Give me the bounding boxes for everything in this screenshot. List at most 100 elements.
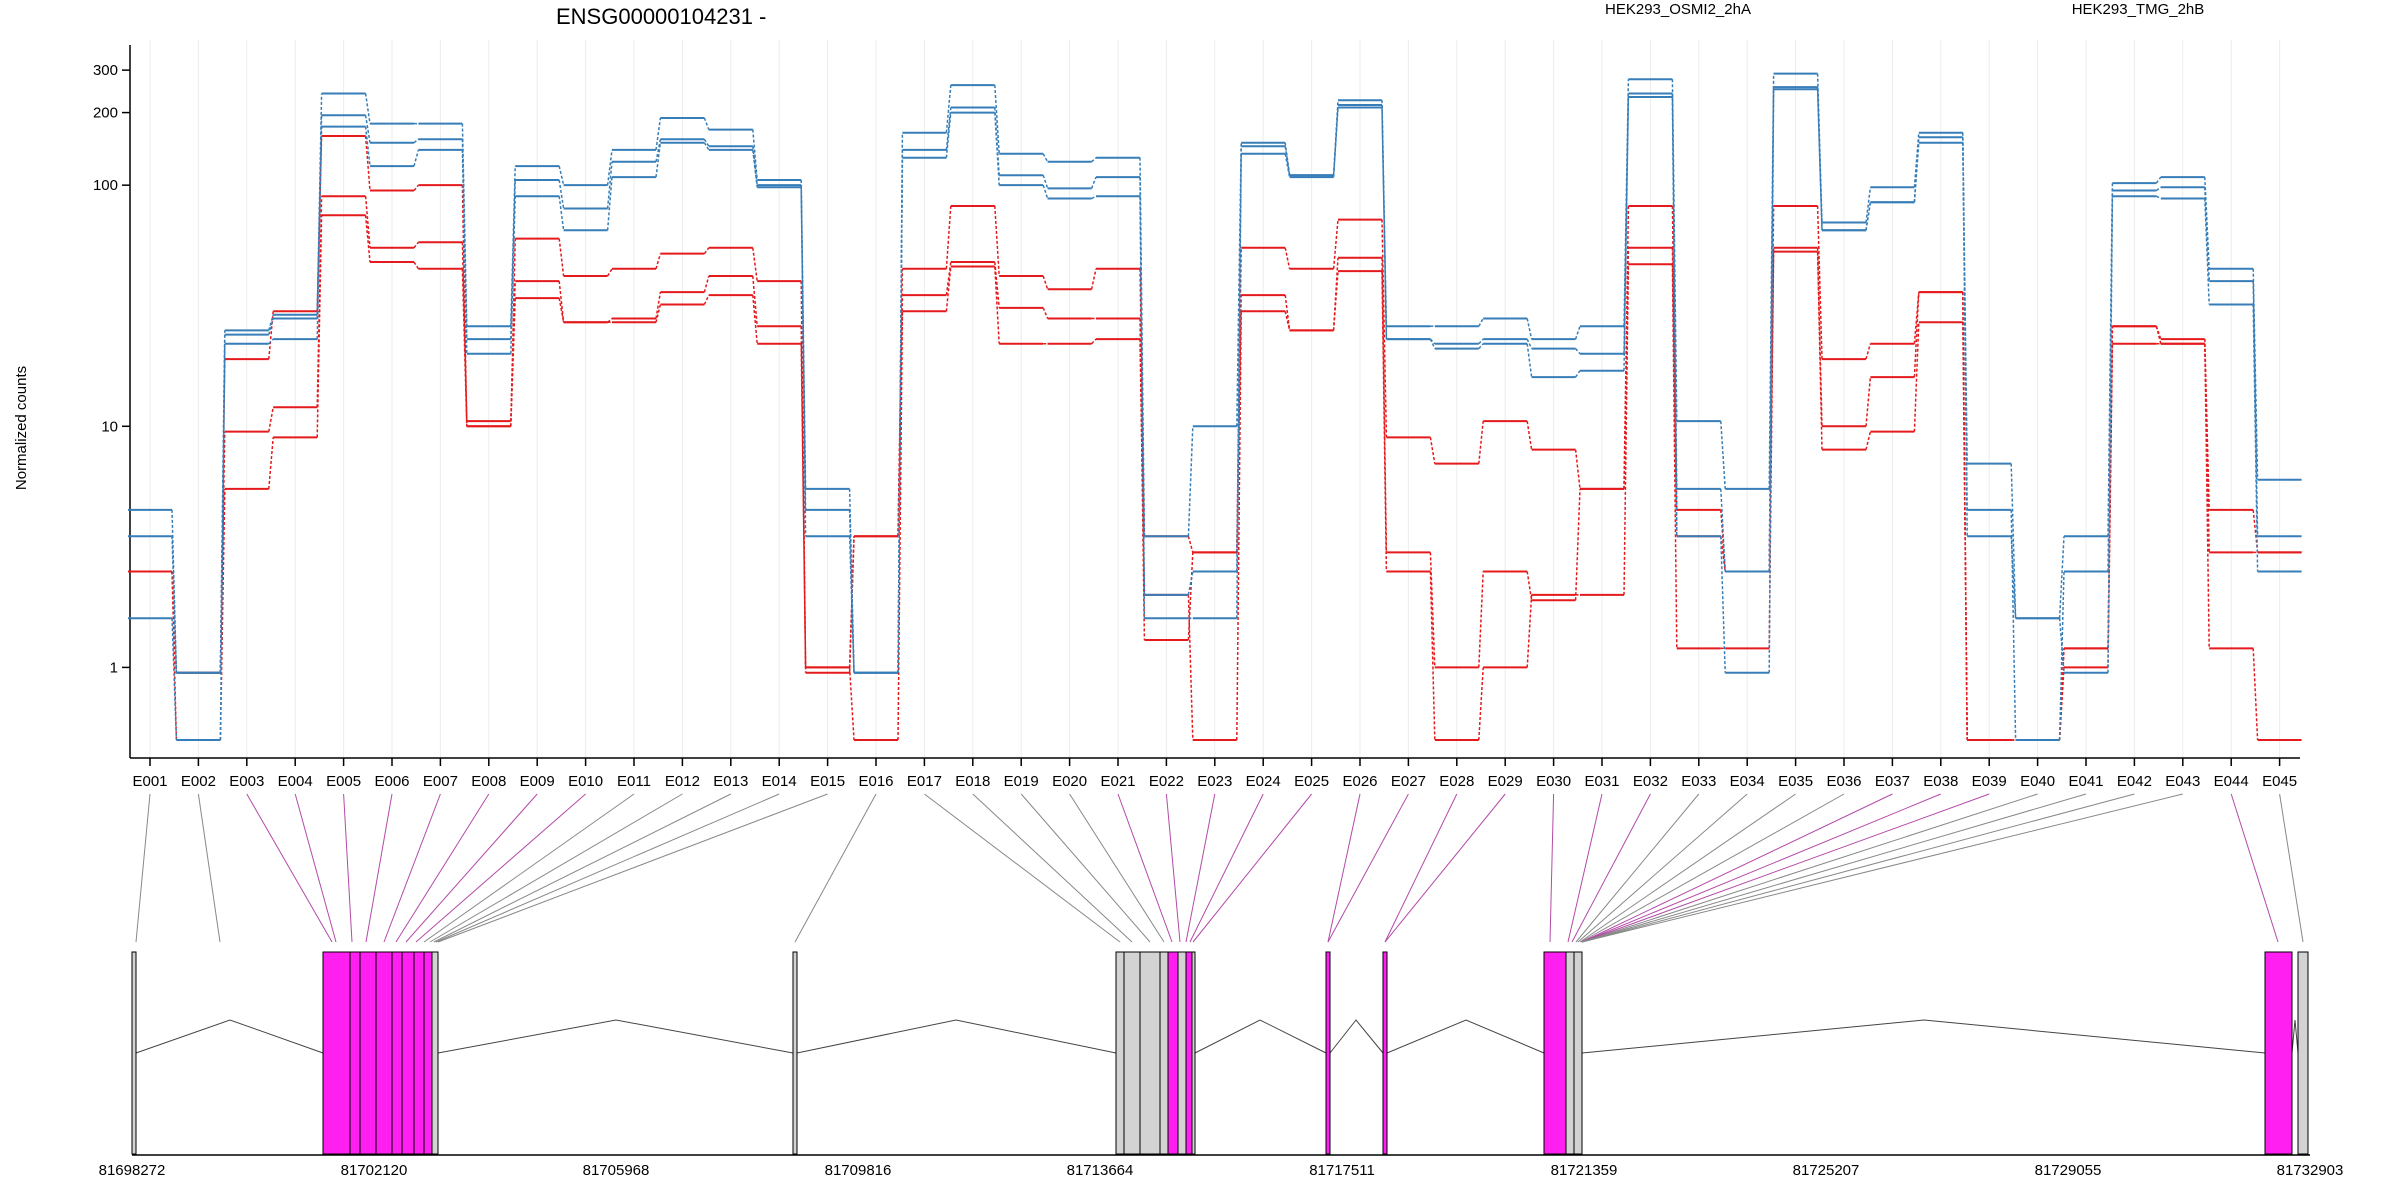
connector-E009	[558, 238, 565, 277]
coord-label-81713664: 81713664	[1067, 1162, 1134, 1179]
exon-block-24	[1573, 951, 1583, 1155]
x-tick-label-E045: E045	[2262, 773, 2297, 790]
x-tick-label-E020: E020	[1052, 773, 1087, 790]
connector-E012	[703, 117, 710, 130]
exon-connector-lines	[135, 793, 2304, 943]
connector-E035	[1579, 793, 1796, 943]
x-tick-label-E015: E015	[810, 773, 845, 790]
coord-label-81709816: 81709816	[825, 1162, 892, 1179]
connector-E015	[848, 536, 855, 673]
connector-E030	[1574, 449, 1581, 489]
connector-E013	[752, 149, 758, 188]
y-tick-label-1: 1	[110, 659, 118, 676]
x-tick-label-E010: E010	[568, 773, 603, 790]
x-tick-label-E017: E017	[907, 773, 942, 790]
x-tick-label-E035: E035	[1778, 773, 1813, 790]
connector-E026	[1381, 271, 1388, 572]
exon-block-10	[431, 951, 439, 1155]
connector-E013	[752, 146, 758, 186]
connector-E005	[343, 793, 353, 943]
connector-E015	[848, 488, 855, 673]
connector-E019	[1042, 307, 1049, 319]
exon-block-12	[1115, 951, 1125, 1155]
connector-E011	[655, 292, 662, 319]
connector-E004	[294, 793, 337, 943]
connector-E017	[945, 205, 952, 269]
connector-E040	[2058, 536, 2065, 619]
connector-E016	[897, 268, 904, 537]
intron-7	[1581, 1019, 2266, 1054]
connector-E018	[994, 266, 1000, 344]
exon-block-3	[349, 951, 361, 1155]
connector-E011	[655, 117, 662, 151]
connector-E011	[655, 142, 662, 178]
connector-E043	[2204, 198, 2210, 305]
connector-E036	[1580, 793, 1845, 943]
connector-E013	[752, 295, 758, 344]
connector-E024	[1284, 142, 1291, 176]
connector-E006	[365, 793, 393, 943]
connector-E030	[1549, 793, 1555, 943]
connector-E014	[800, 187, 807, 510]
connector-E007	[461, 185, 468, 427]
y-axis-label: Normalized counts	[13, 366, 30, 490]
connector-E025	[1332, 107, 1339, 178]
connector-E027	[1429, 552, 1436, 668]
exon-block-2	[322, 951, 351, 1155]
exon-block-15	[1159, 951, 1169, 1155]
x-tick-label-E031: E031	[1584, 773, 1619, 790]
connector-E020	[1090, 268, 1097, 290]
connector-E024	[1284, 247, 1291, 269]
y-tick-label-10: 10	[101, 418, 118, 435]
connector-E035	[1816, 251, 1823, 450]
connector-E026	[1381, 107, 1388, 340]
connector-E006	[413, 261, 420, 270]
connector-E028	[1384, 793, 1458, 943]
x-tick-label-E009: E009	[520, 773, 555, 790]
legend-entry-osmi2: HEK293_OSMI2_2hA	[1605, 1, 1751, 18]
connector-E015	[848, 667, 855, 741]
connector-E003	[268, 437, 274, 489]
connector-E018	[994, 85, 1000, 154]
connector-E023	[1236, 311, 1242, 741]
connector-E027	[1327, 793, 1409, 943]
connector-E029	[1526, 318, 1533, 340]
connector-E028	[1478, 338, 1484, 345]
connector-E003	[246, 793, 333, 943]
exon-block-25	[2264, 951, 2293, 1155]
connector-E021	[1139, 157, 1146, 537]
x-tick-label-E044: E044	[2214, 773, 2249, 790]
connector-E020	[1091, 157, 1097, 163]
connector-E037	[1913, 132, 1920, 188]
connector-E028	[1478, 343, 1484, 350]
connector-E029	[1526, 421, 1533, 450]
x-tick-label-E036: E036	[1826, 773, 1861, 790]
connector-E044	[2230, 793, 2279, 943]
connector-E016	[897, 311, 904, 741]
connector-E041	[2107, 183, 2114, 537]
connector-E019	[1042, 184, 1049, 199]
x-tick-label-E003: E003	[229, 773, 264, 790]
connector-E039	[2010, 509, 2017, 741]
connector-E012	[703, 138, 710, 147]
connector-E033	[1720, 536, 1726, 673]
intron-1	[135, 1019, 324, 1054]
connector-E018	[994, 107, 1000, 176]
connector-E026	[1381, 257, 1388, 553]
connector-E032	[1671, 264, 1678, 649]
connector-E013	[752, 247, 758, 282]
connector-E037	[1913, 292, 1920, 344]
connector-E043	[1581, 793, 2183, 943]
connector-E039	[1581, 793, 1990, 943]
exon-block-11	[792, 951, 798, 1155]
connector-E014	[800, 180, 807, 489]
connector-E008	[510, 180, 516, 340]
exon-block-4	[359, 951, 377, 1155]
connector-E036	[1865, 187, 1872, 223]
x-tick-label-E037: E037	[1875, 773, 1910, 790]
connector-E025	[1332, 100, 1339, 176]
connector-E008	[510, 238, 516, 427]
connector-E023	[1236, 146, 1242, 572]
connector-E031	[1623, 205, 1630, 489]
connector-E020	[1069, 793, 1165, 943]
